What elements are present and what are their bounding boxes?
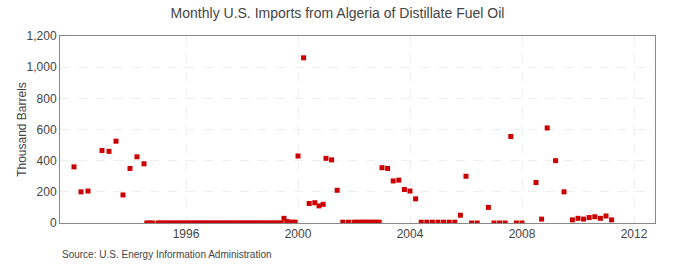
svg-text:Monthly U.S. Imports from Alge: Monthly U.S. Imports from Algeria of Dis… (171, 5, 505, 21)
svg-text:400: 400 (37, 154, 57, 168)
svg-text:1996: 1996 (173, 227, 200, 241)
svg-text:2008: 2008 (509, 227, 536, 241)
svg-text:1,000: 1,000 (27, 60, 57, 74)
svg-text:2004: 2004 (397, 227, 424, 241)
svg-text:Thousand Barrels: Thousand Barrels (15, 82, 29, 177)
svg-text:800: 800 (37, 92, 57, 106)
svg-text:Source: U.S. Energy Informatio: Source: U.S. Energy Information Administ… (62, 249, 272, 260)
svg-text:2000: 2000 (285, 227, 312, 241)
svg-text:2012: 2012 (621, 227, 648, 241)
svg-text:200: 200 (37, 185, 57, 199)
svg-text:600: 600 (37, 123, 57, 137)
svg-text:1,200: 1,200 (27, 29, 57, 43)
svg-text:0: 0 (50, 216, 57, 230)
